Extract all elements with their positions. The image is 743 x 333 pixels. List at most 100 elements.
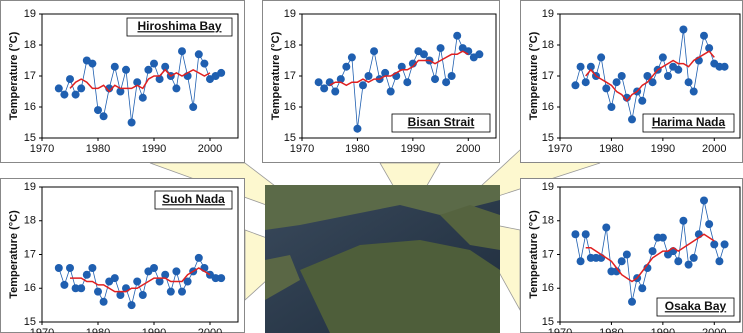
data-point	[700, 197, 708, 205]
data-point	[602, 84, 610, 92]
chart-panel: 15161718191970198019902000Temperature (°…	[521, 179, 743, 333]
data-point	[628, 298, 636, 306]
data-point	[705, 220, 713, 228]
chart-title: Suoh Nada	[162, 192, 225, 206]
data-point	[628, 115, 636, 123]
data-point	[700, 32, 708, 40]
data-point	[195, 50, 203, 58]
x-tick-label: 1980	[345, 143, 369, 155]
data-point	[597, 53, 605, 61]
data-point	[320, 84, 328, 92]
data-point	[618, 72, 626, 80]
data-point	[167, 288, 175, 296]
data-point	[431, 75, 439, 83]
data-point	[195, 254, 203, 262]
data-point	[150, 264, 158, 272]
data-point	[128, 119, 136, 127]
y-axis-label: Temperature (°C)	[8, 31, 20, 120]
x-tick-label: 2000	[198, 143, 222, 155]
data-point	[387, 88, 395, 96]
data-point	[437, 44, 445, 52]
data-point	[122, 66, 130, 74]
y-tick-label: 16	[284, 101, 296, 113]
x-tick-label: 1970	[290, 143, 314, 155]
data-point	[690, 254, 698, 262]
x-tick-label: 1970	[30, 143, 54, 155]
data-point	[679, 26, 687, 34]
data-point	[577, 63, 585, 71]
x-tick-label: 1990	[651, 327, 675, 333]
data-point	[613, 78, 621, 86]
y-tick-label: 17	[542, 248, 554, 260]
data-point	[178, 288, 186, 296]
y-tick-label: 18	[542, 39, 554, 51]
y-tick-label: 16	[24, 101, 36, 113]
data-point	[582, 230, 590, 238]
data-point	[94, 288, 102, 296]
data-point	[217, 69, 225, 77]
data-point	[721, 240, 729, 248]
y-axis-label: Temperature (°C)	[528, 31, 540, 120]
data-point	[638, 284, 646, 292]
data-point	[602, 224, 610, 232]
data-point	[659, 53, 667, 61]
data-point	[133, 278, 141, 286]
x-tick-label: 1990	[142, 327, 166, 333]
chart-panel: 15161718191970198019902000Temperature (°…	[1, 1, 245, 163]
x-tick-label: 1970	[548, 143, 572, 155]
data-point	[710, 240, 718, 248]
x-tick-label: 1980	[86, 327, 110, 333]
data-point	[128, 301, 136, 309]
chart-panel: 15161718191970198019902000Temperature (°…	[521, 1, 743, 163]
data-point	[582, 78, 590, 86]
data-point	[342, 63, 350, 71]
data-point	[674, 257, 682, 265]
data-point	[685, 78, 693, 86]
data-point	[88, 60, 96, 68]
y-tick-label: 19	[284, 8, 296, 20]
chart-title: Bisan Strait	[408, 115, 475, 129]
y-tick-label: 19	[542, 8, 554, 20]
data-point	[77, 84, 85, 92]
x-tick-label: 2000	[702, 143, 726, 155]
data-point	[55, 264, 63, 272]
data-point	[189, 103, 197, 111]
y-tick-label: 19	[542, 181, 554, 193]
chart-title: Harima Nada	[652, 115, 726, 129]
x-tick-label: 2000	[198, 327, 222, 333]
x-tick-label: 1990	[651, 143, 675, 155]
data-point	[715, 257, 723, 265]
data-point	[139, 94, 147, 102]
y-axis-label: Temperature (°C)	[8, 210, 20, 299]
satellite-image	[265, 185, 500, 333]
y-axis-label: Temperature (°C)	[528, 210, 540, 299]
data-point	[88, 264, 96, 272]
chart-panel: 15161718191970198019902000Temperature (°…	[1, 179, 245, 333]
data-point	[571, 230, 579, 238]
data-point	[331, 88, 339, 96]
data-point	[685, 261, 693, 269]
data-point	[60, 91, 68, 99]
x-tick-label: 1970	[30, 327, 54, 333]
data-point	[420, 50, 428, 58]
data-point	[111, 274, 119, 282]
data-point	[475, 50, 483, 58]
figure: 15161718191970198019902000Temperature (°…	[0, 0, 743, 333]
data-point	[144, 66, 152, 74]
y-tick-label: 16	[542, 282, 554, 294]
chart-title: Hiroshima Bay	[137, 19, 221, 33]
data-point	[403, 78, 411, 86]
data-point	[370, 47, 378, 55]
data-point	[448, 72, 456, 80]
data-point	[679, 217, 687, 225]
data-point	[111, 63, 119, 71]
data-point	[60, 281, 68, 289]
data-point	[442, 78, 450, 86]
y-tick-label: 18	[24, 215, 36, 227]
data-point	[315, 78, 323, 86]
data-point	[139, 291, 147, 299]
y-tick-label: 19	[24, 8, 36, 20]
data-point	[66, 75, 74, 83]
data-point	[690, 88, 698, 96]
